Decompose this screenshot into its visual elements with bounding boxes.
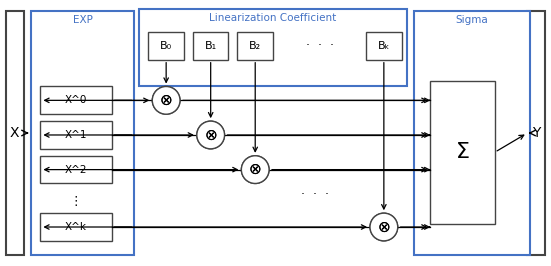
Bar — [193, 32, 229, 60]
Ellipse shape — [370, 213, 398, 241]
Bar — [366, 32, 402, 60]
Ellipse shape — [241, 156, 269, 184]
Text: ⊗: ⊗ — [377, 219, 390, 235]
Bar — [237, 32, 273, 60]
Bar — [31, 11, 134, 255]
Ellipse shape — [370, 213, 398, 241]
Text: B₀: B₀ — [160, 41, 172, 51]
Ellipse shape — [197, 121, 225, 149]
Text: Sigma: Sigma — [456, 15, 488, 25]
Bar — [40, 121, 112, 149]
Text: EXP: EXP — [73, 15, 93, 25]
Ellipse shape — [152, 86, 180, 114]
Text: ⊗: ⊗ — [204, 127, 217, 143]
Bar — [139, 9, 407, 86]
Bar — [40, 213, 112, 241]
Bar — [414, 11, 530, 255]
Text: ⊗: ⊗ — [249, 162, 262, 177]
Text: B₁: B₁ — [204, 41, 217, 51]
Bar — [40, 86, 112, 114]
Text: Y: Y — [532, 126, 541, 140]
Text: ⊗: ⊗ — [249, 162, 262, 177]
Text: ⊗: ⊗ — [204, 127, 217, 143]
Text: B₂: B₂ — [249, 41, 261, 51]
Text: ·  ·  ·: · · · — [306, 39, 333, 52]
Ellipse shape — [241, 156, 269, 184]
Text: X^1: X^1 — [65, 130, 88, 140]
Ellipse shape — [152, 86, 180, 114]
Text: Bₖ: Bₖ — [377, 41, 390, 51]
Text: ⊗: ⊗ — [160, 93, 172, 108]
Bar — [40, 156, 112, 184]
Text: X^0: X^0 — [65, 95, 87, 105]
Ellipse shape — [197, 121, 225, 149]
Bar — [148, 32, 184, 60]
Text: ⊗: ⊗ — [377, 219, 390, 235]
Text: ⊗: ⊗ — [160, 93, 172, 108]
Text: X^2: X^2 — [65, 165, 88, 174]
Text: Σ: Σ — [456, 142, 469, 162]
Bar — [527, 11, 545, 255]
Text: ⋮: ⋮ — [70, 195, 82, 208]
Text: Linearization Coefficient: Linearization Coefficient — [209, 13, 337, 23]
Text: X: X — [10, 126, 19, 140]
Text: X^k: X^k — [65, 222, 87, 232]
Bar — [430, 81, 495, 224]
Text: ·  ·  ·: · · · — [301, 188, 328, 201]
Bar — [6, 11, 24, 255]
